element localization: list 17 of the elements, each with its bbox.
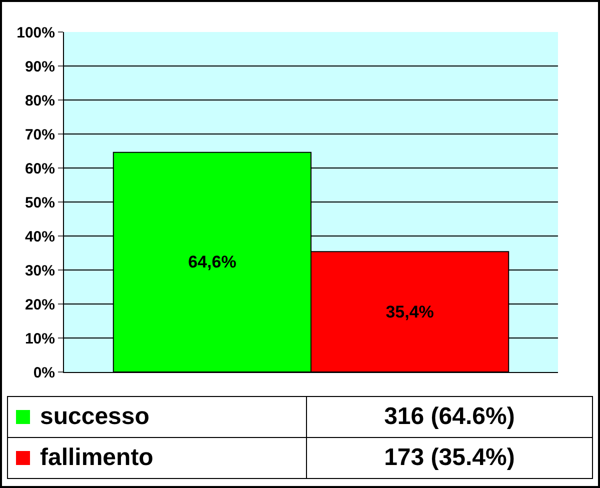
y-tick-label: 60%	[24, 160, 55, 178]
data-label: 35,4%	[386, 302, 434, 322]
y-tick-label: 50%	[24, 194, 55, 212]
legend-label: successo	[8, 396, 306, 438]
text: 173 (35.4%)	[306, 438, 592, 478]
y-tick-label: 40%	[24, 228, 55, 246]
y-tick-label: 30%	[24, 262, 55, 280]
y-tick-label: 100%	[16, 24, 55, 42]
text: 316 (64.6%)	[306, 396, 592, 438]
y-tick-label: 10%	[24, 330, 55, 348]
y-tick-label: 20%	[24, 296, 55, 314]
legend-label: fallimento	[8, 438, 306, 478]
y-tick-label: 90%	[24, 58, 55, 76]
data-label: 64,6%	[188, 252, 236, 272]
y-tick-label: 70%	[24, 126, 55, 144]
y-tick-label: 80%	[24, 92, 55, 110]
y-tick-label: 0%	[33, 364, 55, 382]
